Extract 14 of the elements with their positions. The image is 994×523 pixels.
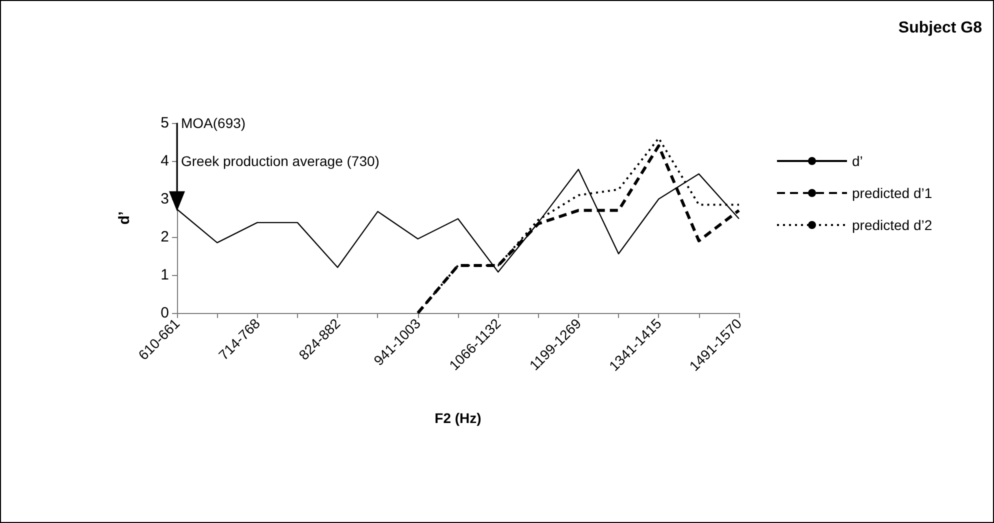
y-tick-label: 4 [160,152,169,170]
legend-label: predicted d’2 [852,217,932,233]
x-axis-title: F2 (Hz) [434,410,482,426]
y-tick-label: 3 [160,190,169,208]
annotation: MOA(693) [181,115,246,131]
legend-label: d’ [852,153,863,169]
y-tick-label: 5 [160,114,169,132]
y-axis-title: d’ [116,211,133,225]
y-tick-label: 0 [160,304,169,322]
legend-label: predicted d’1 [852,185,932,201]
y-tick-label: 2 [160,228,169,246]
text: Subject G8 [898,20,982,36]
annotation: Greek production average (730) [181,153,380,169]
y-tick-label: 1 [160,266,169,284]
